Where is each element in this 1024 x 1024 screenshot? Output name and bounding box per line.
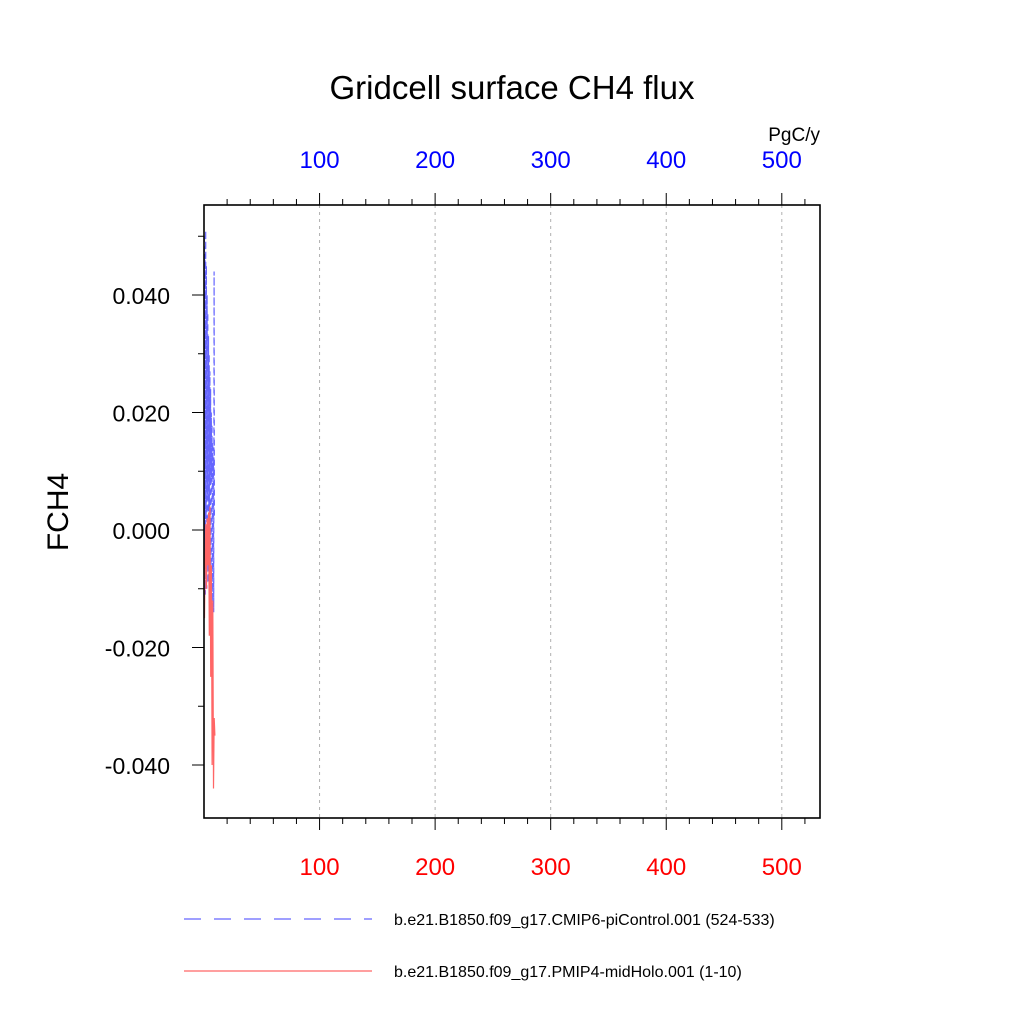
- axis-ticks: [192, 193, 806, 830]
- top-x-tick-label: 500: [762, 147, 802, 174]
- y-axis-label: FCH4: [42, 473, 75, 551]
- y-tick-label: -0.020: [105, 636, 170, 662]
- y-tick-label: 0.000: [112, 518, 170, 544]
- top-x-tick-label: 200: [415, 147, 455, 174]
- y-tick-label: 0.020: [112, 401, 170, 427]
- legend-label-1: b.e21.B1850.f09_g17.CMIP6-piControl.001 …: [394, 912, 775, 929]
- y-tick-label: -0.040: [105, 753, 170, 779]
- series-layer: [203, 230, 216, 789]
- bottom-x-tick-label: 300: [531, 854, 571, 881]
- y-tick-label: 0.040: [112, 283, 170, 309]
- bottom-x-tick-label: 500: [762, 854, 802, 881]
- bottom-x-tick-label: 400: [646, 854, 686, 881]
- series-line-1: [203, 230, 215, 613]
- bottom-x-tick-label: 100: [300, 854, 340, 881]
- grid-lines: [319, 205, 783, 818]
- bottom-x-tick-label: 200: [415, 854, 455, 881]
- top-x-tick-label: 300: [531, 147, 571, 174]
- series-line-2: [203, 506, 216, 789]
- axis-tick-labels: 0.040 0.020 0.000 -0.020 -0.040 100 100 200 200 3…: [105, 147, 802, 881]
- top-x-tick-label: 400: [646, 147, 686, 174]
- legend-label-2: b.e21.B1850.f09_g17.PMIP4-midHolo.001 (1…: [394, 964, 742, 981]
- top-x-tick-label: 100: [300, 147, 340, 174]
- plot-frame: [203, 204, 821, 819]
- legend: b.e21.B1850.f09_g17.CMIP6-piControl.001 …: [184, 912, 775, 981]
- chart-title: Gridcell surface CH4 flux: [330, 69, 695, 106]
- units-label: PgC/y: [768, 125, 820, 146]
